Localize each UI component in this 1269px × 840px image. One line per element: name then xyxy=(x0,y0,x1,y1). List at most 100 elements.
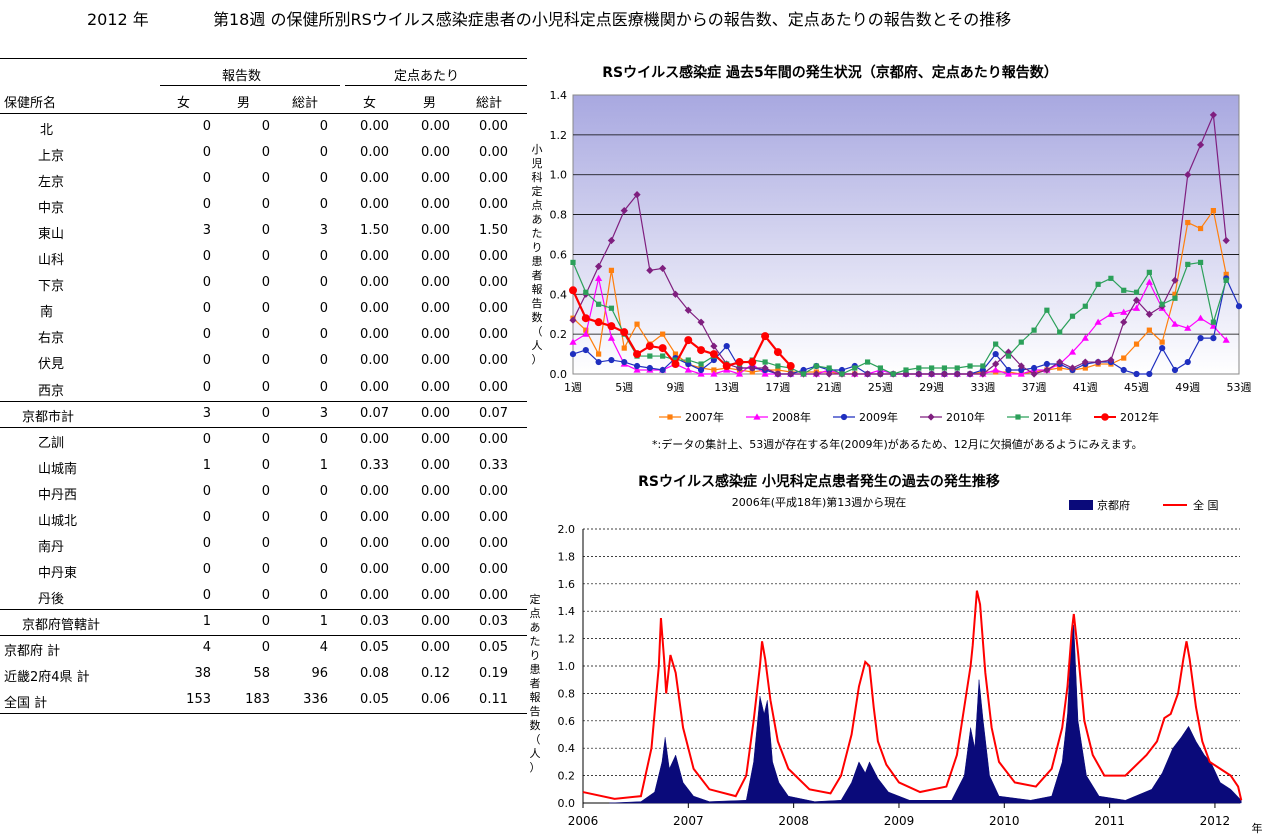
point xyxy=(582,346,589,354)
cell-female-per: 1.50 xyxy=(360,223,389,239)
point xyxy=(992,350,999,358)
x-tick-label: 13週 xyxy=(714,381,739,394)
point xyxy=(646,364,653,372)
table-row: 山城南 1 0 1 0.33 0.00 0.33 xyxy=(0,453,527,479)
point xyxy=(697,366,705,374)
series-2011年 xyxy=(570,259,1229,377)
cell-total: 0 xyxy=(319,145,328,161)
table-row: 右京 0 0 0 0.00 0.00 0.00 xyxy=(0,322,527,348)
point xyxy=(672,351,679,357)
cell-female: 0 xyxy=(202,587,211,603)
cell-total-per: 0.00 xyxy=(479,249,508,265)
cell-male: 0 xyxy=(261,145,270,161)
row-name: 中丹西 xyxy=(38,487,78,503)
point xyxy=(581,314,590,323)
point xyxy=(1132,296,1141,304)
cell-male: 0 xyxy=(261,275,270,291)
y-tick-label: 0.2 xyxy=(550,328,568,341)
point xyxy=(596,301,602,307)
point xyxy=(569,316,577,324)
cell-total-per: 0.00 xyxy=(479,145,508,161)
legend-entry: 2008年 xyxy=(772,410,811,424)
point xyxy=(1184,324,1192,331)
point xyxy=(1081,334,1089,341)
x-tick-label: 2007 xyxy=(673,814,704,828)
cell-male: 0 xyxy=(261,301,270,317)
point xyxy=(698,361,704,367)
cell-total: 4 xyxy=(319,640,328,655)
point xyxy=(582,330,590,337)
cell-male-per: 0.00 xyxy=(421,301,450,317)
report-year: 2012 年 xyxy=(87,10,149,29)
cell-total: 3 xyxy=(319,405,328,421)
point xyxy=(775,363,781,369)
table-row: 全国 計 153 183 336 0.05 0.06 0.11 xyxy=(0,687,527,713)
cell-female-per: 0.00 xyxy=(360,249,389,265)
table-rule xyxy=(0,635,527,636)
point xyxy=(1133,370,1140,378)
point xyxy=(1159,344,1166,352)
point xyxy=(620,206,628,215)
point xyxy=(684,336,693,345)
point xyxy=(1120,308,1128,315)
cell-total-per: 0.00 xyxy=(479,587,508,603)
x-tick-label: 1週 xyxy=(564,381,582,394)
cell-total: 336 xyxy=(303,692,328,708)
cell-female: 0 xyxy=(202,509,211,525)
point xyxy=(1223,277,1229,283)
cell-male-per: 0.00 xyxy=(421,561,450,577)
point xyxy=(916,365,922,371)
point xyxy=(1082,365,1088,371)
point xyxy=(1005,353,1012,359)
point xyxy=(1235,303,1243,310)
cell-female-per: 0.07 xyxy=(360,405,389,421)
cell-female-per: 0.00 xyxy=(360,535,389,551)
point xyxy=(1068,348,1077,355)
y-tick-label: 0.6 xyxy=(558,715,576,728)
point xyxy=(1172,291,1178,297)
cell-male: 58 xyxy=(253,666,270,682)
x-tick-label: 45週 xyxy=(1124,381,1149,394)
cell-male: 0 xyxy=(261,405,270,421)
cell-female: 1 xyxy=(202,613,211,629)
point xyxy=(749,369,755,375)
point xyxy=(1197,225,1204,232)
history-chart: RSウイルス感染症 小児科定点患者発生の過去の発生推移 2006年(平成18年)第… xyxy=(530,473,1263,835)
cell-male: 0 xyxy=(261,379,270,395)
cell-male-per: 0.00 xyxy=(421,483,450,499)
point xyxy=(852,365,858,371)
x-tick-label: 2006 xyxy=(568,814,599,828)
point xyxy=(645,342,654,351)
legend-entry: 2007年 xyxy=(685,410,724,424)
col-name: 保健所名 xyxy=(4,96,57,111)
cell-male: 0 xyxy=(261,353,270,369)
cell-female-per: 0.00 xyxy=(360,171,389,187)
point xyxy=(876,370,884,378)
point xyxy=(1120,318,1128,326)
point xyxy=(1145,278,1153,285)
point xyxy=(775,367,781,373)
point xyxy=(787,370,795,378)
table-row: 丹後 0 0 0 0.00 0.00 0.00 xyxy=(0,583,527,609)
cell-female: 0 xyxy=(202,327,211,343)
point xyxy=(928,370,936,378)
cell-female-per: 0.05 xyxy=(360,692,389,708)
point xyxy=(711,367,717,373)
point xyxy=(812,370,820,378)
table-rule xyxy=(0,400,527,402)
point xyxy=(1145,310,1153,318)
cell-total-per: 0.00 xyxy=(479,327,508,343)
cell-total: 1 xyxy=(319,457,328,473)
point xyxy=(979,370,987,378)
cell-total: 0 xyxy=(319,275,328,291)
cell-female-per: 0.00 xyxy=(360,327,389,343)
point xyxy=(1069,313,1076,319)
cell-female: 1 xyxy=(202,457,211,473)
point xyxy=(1184,171,1192,179)
row-name: 南丹 xyxy=(38,539,65,555)
cell-male-per: 0.00 xyxy=(421,197,450,213)
x-tick-label: 33週 xyxy=(970,381,995,394)
y-tick-label: 1.4 xyxy=(558,605,576,618)
series-line xyxy=(572,261,1227,375)
point xyxy=(761,370,769,377)
